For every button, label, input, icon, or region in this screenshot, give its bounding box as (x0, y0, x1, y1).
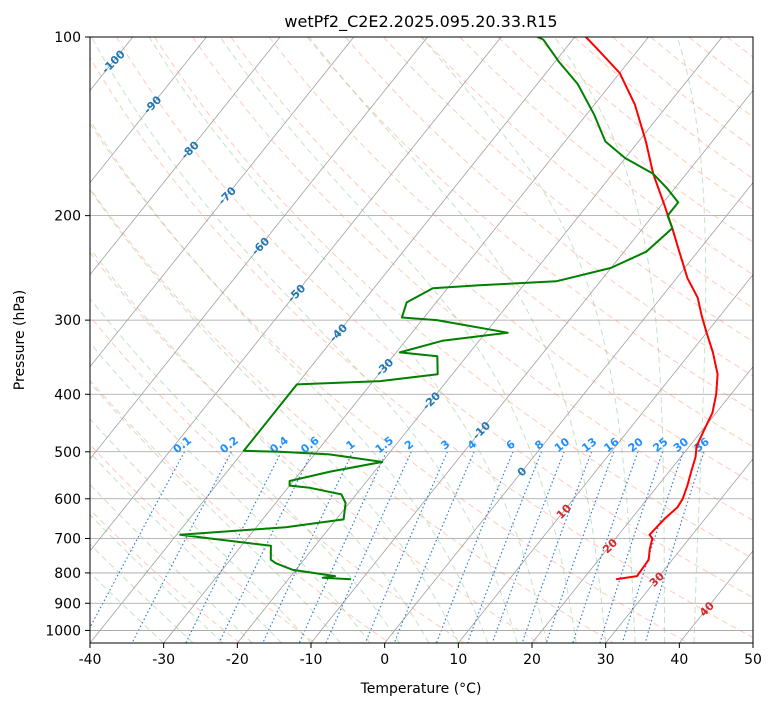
mixing-ratio-line (572, 451, 639, 643)
moist-adiabat-line (90, 342, 371, 643)
dry-adiabat-line (154, 37, 753, 560)
dry-adiabat-line (90, 187, 614, 643)
moist-adiabat-line (90, 297, 400, 643)
dry-adiabat-line (90, 56, 753, 639)
moist-adiabat-line (90, 483, 253, 643)
chart-title: wetPf2_C2E2.2025.095.20.33.R15 (284, 12, 557, 32)
moist-adiabat-line (148, 37, 548, 643)
moist-adiabat-line (554, 37, 666, 643)
mixing-ratio-line (545, 451, 615, 643)
y-axis-ticks: 100 200 300 400 500 600 700 800 900 1000 (45, 30, 90, 639)
x-tick-label: 50 (744, 652, 762, 668)
y-tick-label: 100 (54, 30, 81, 46)
skewed-isotherms (0, 37, 753, 643)
mixing-ratio-line (185, 451, 282, 643)
mixing-ratio-line (90, 451, 185, 629)
isotherm-line (458, 274, 753, 643)
isotherm-line (90, 37, 428, 460)
moist-adiabat-line (90, 543, 194, 643)
dry-adiabat-line (90, 315, 465, 643)
isotherm-line (310, 89, 753, 643)
mixing-ratio-line (131, 451, 232, 643)
isotherm-line (237, 37, 723, 643)
dry-adiabats (90, 37, 775, 643)
moist-adiabats (90, 37, 707, 643)
isotherm-line (90, 37, 502, 552)
dry-adiabat-line (90, 122, 689, 643)
isotherm-line (605, 458, 753, 643)
y-axis-label: Pressure (hPa) (12, 290, 28, 390)
moist-adiabat-line (90, 514, 223, 643)
isotherm-line (90, 37, 281, 276)
moist-adiabat-line (219, 37, 577, 643)
y-tick-label: 900 (54, 596, 81, 612)
y-tick-label: 1000 (45, 623, 81, 639)
y-tick-label: 400 (54, 387, 81, 403)
dry-adiabat-line (90, 379, 390, 643)
plot-background (90, 37, 753, 643)
x-tick-label: 40 (670, 652, 688, 668)
x-tick-label: -10 (300, 652, 323, 668)
x-tick-label: -20 (226, 652, 249, 668)
mixing-ratio-line (491, 451, 565, 643)
dry-adiabat-line (115, 37, 753, 599)
moist-adiabat-line (91, 37, 518, 643)
isotherm-line (384, 181, 753, 643)
mixing-ratio-line (521, 451, 593, 643)
isotherm-line (752, 642, 753, 643)
mixing-ratio-line (466, 451, 543, 643)
dry-adiabat-line (306, 37, 753, 412)
dry-adiabat-line (765, 37, 775, 643)
mixing-ratio-line (599, 451, 664, 643)
y-tick-label: 600 (54, 492, 81, 508)
mixing-ratio-line (298, 451, 387, 643)
x-tick-label: 30 (597, 652, 615, 668)
moist-adiabat-line (90, 572, 165, 643)
x-axis-ticks: -40 -30 -20 -10 0 10 20 30 40 50 (79, 643, 762, 668)
x-tick-label: 0 (380, 652, 389, 668)
x-tick-label: -40 (79, 652, 102, 668)
pressure-gridlines (90, 37, 753, 631)
isotherm-line (531, 366, 753, 643)
moist-adiabat-line (676, 37, 707, 643)
x-tick-label: 20 (523, 652, 541, 668)
mixing-ratio-line (218, 451, 313, 643)
mixing-ratio-lines (90, 451, 705, 643)
mixing-ratio-line (262, 451, 354, 643)
moist-adiabat-line (420, 37, 636, 643)
dry-adiabat-line (192, 37, 753, 522)
temperature-profile (585, 37, 719, 581)
dry-adiabat-line (421, 37, 753, 309)
y-tick-label: 700 (54, 532, 81, 548)
dry-adiabat-line (345, 37, 753, 377)
dry-adiabat-line (383, 37, 753, 343)
moist-adiabat-line (90, 119, 489, 643)
plot-frame (89, 36, 754, 644)
mixing-ratio-line (621, 451, 684, 643)
x-axis-label: Temperature (°C) (360, 681, 482, 697)
isotherm-line (90, 37, 207, 184)
y-tick-label: 500 (54, 445, 81, 461)
y-tick-label: 200 (54, 209, 81, 225)
y-tick-label: 300 (54, 313, 81, 329)
y-tick-label: 800 (54, 566, 81, 582)
dry-adiabat-line (90, 251, 540, 643)
dewpoint-profile (179, 37, 680, 581)
isotherm-line (90, 37, 355, 368)
isotherm-line (90, 37, 576, 643)
moist-adiabat-line (90, 188, 459, 643)
moist-adiabat-line (90, 451, 282, 643)
sounding-profiles (179, 37, 719, 581)
moist-adiabat-line (308, 37, 607, 643)
x-tick-label: -30 (152, 652, 175, 668)
isotherm-line (0, 37, 59, 643)
x-tick-label: 10 (449, 652, 467, 668)
mixing-ratio-line (435, 451, 514, 643)
